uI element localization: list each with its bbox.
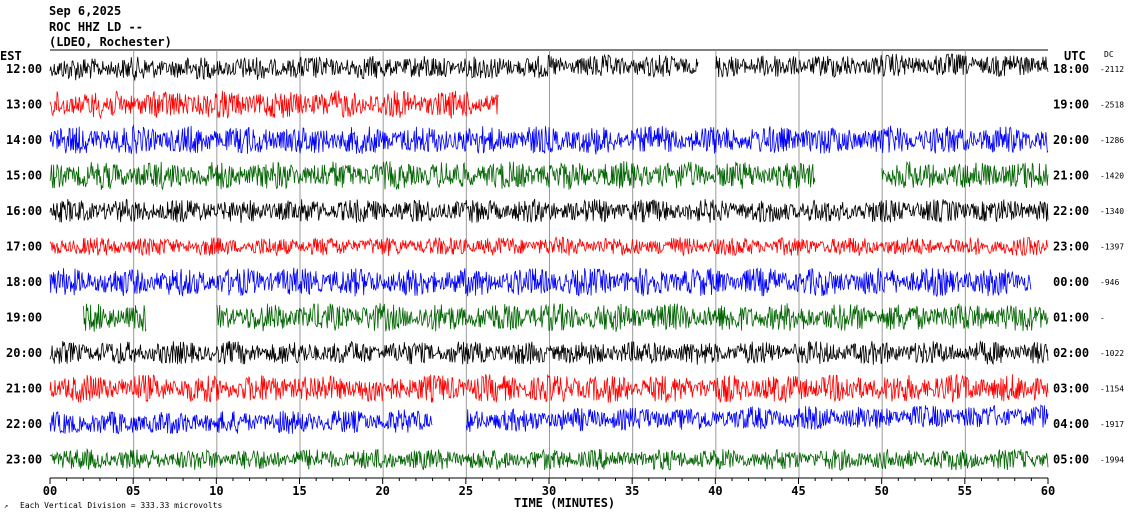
seismic-trace-1400 [49, 124, 1049, 155]
row-labels: 12:00 18:00 -2112 13:00 19:00 -2518 14:00 20:00… [6, 62, 1124, 467]
utc-hour-label: 19:00 [1053, 98, 1089, 112]
dc-header-label: DC [1104, 50, 1114, 59]
est-hour-label: 20:00 [6, 346, 42, 360]
x-tick-label: 20 [375, 484, 389, 498]
header-station: ROC HHZ LD -- [49, 20, 143, 34]
x-tick-label: 00 [43, 484, 57, 498]
utc-hour-label: 04:00 [1053, 417, 1089, 431]
utc-hour-label: 00:00 [1053, 275, 1089, 289]
seismic-trace-1900 [83, 303, 1049, 332]
header-date: Sep 6,2025 [49, 4, 122, 18]
x-tick-label: 25 [459, 484, 473, 498]
dc-offset-label: -1917 [1100, 420, 1124, 429]
seismic-traces [49, 53, 1049, 471]
x-tick-label: 30 [542, 484, 556, 498]
utc-hour-label: 01:00 [1053, 311, 1089, 325]
vertical-division-footnote: Each Vertical Division = 333.33 microvol… [20, 501, 222, 510]
x-tick-label: 60 [1041, 484, 1055, 498]
est-hour-label: 22:00 [6, 417, 42, 431]
x-tick-label: 15 [292, 484, 306, 498]
dc-offset-label: -1340 [1100, 207, 1124, 216]
utc-hour-label: 03:00 [1053, 382, 1089, 396]
dc-offset-label: -1286 [1100, 136, 1124, 145]
right-timezone-label: UTC [1064, 49, 1086, 63]
footnote-icon: ↗ [4, 502, 8, 510]
est-hour-label: 18:00 [6, 275, 42, 289]
dc-offset-label: -1397 [1100, 243, 1124, 252]
x-axis-title: TIME (MINUTES) [514, 496, 615, 510]
left-timezone-label: EST [0, 49, 22, 63]
seismic-trace-2300 [49, 447, 1049, 471]
seismic-trace-1600 [49, 198, 1049, 223]
dc-offset-label: - [1100, 314, 1105, 323]
dc-offset-label: -1154 [1100, 385, 1124, 394]
dc-offset-label: -1022 [1100, 349, 1124, 358]
seismic-trace-2000 [49, 340, 1049, 366]
x-tick-label: 55 [958, 484, 972, 498]
seismic-trace-1500 [49, 161, 1049, 190]
utc-hour-label: 02:00 [1053, 346, 1089, 360]
x-tick-label: 40 [708, 484, 722, 498]
x-tick-label: 50 [874, 484, 888, 498]
est-hour-label: 16:00 [6, 204, 42, 218]
x-axis: 00 05 10 15 20 25 30 35 40 45 50 55 60 [43, 477, 1055, 498]
utc-hour-label: 05:00 [1053, 453, 1089, 467]
est-hour-label: 21:00 [6, 382, 42, 396]
seismic-trace-1700 [49, 236, 1049, 257]
utc-hour-label: 21:00 [1053, 169, 1089, 183]
seismic-trace-2100 [49, 373, 1049, 403]
est-hour-label: 12:00 [6, 62, 42, 76]
utc-hour-label: 20:00 [1053, 133, 1089, 147]
dc-offset-label: -946 [1100, 278, 1119, 287]
est-hour-label: 13:00 [6, 98, 42, 112]
est-hour-label: 14:00 [6, 133, 42, 147]
seismic-trace-1200 [49, 53, 1049, 81]
x-tick-label: 45 [791, 484, 805, 498]
dc-offset-label: -1994 [1100, 456, 1124, 465]
est-hour-label: 15:00 [6, 169, 42, 183]
est-hour-label: 23:00 [6, 453, 42, 467]
x-tick-label: 05 [126, 484, 140, 498]
utc-hour-label: 22:00 [1053, 204, 1089, 218]
utc-hour-label: 18:00 [1053, 62, 1089, 76]
utc-hour-label: 23:00 [1053, 240, 1089, 254]
est-hour-label: 19:00 [6, 311, 42, 325]
dc-offset-label: -1420 [1100, 172, 1124, 181]
minute-gridlines [50, 49, 1048, 478]
header-network: (LDEO, Rochester) [49, 35, 172, 49]
x-tick-label: 35 [625, 484, 639, 498]
x-tick-label: 10 [209, 484, 223, 498]
dc-offset-label: -2112 [1100, 65, 1124, 74]
dc-offset-label: -2518 [1100, 101, 1124, 110]
est-hour-label: 17:00 [6, 240, 42, 254]
seismic-trace-2200 [49, 404, 1049, 435]
